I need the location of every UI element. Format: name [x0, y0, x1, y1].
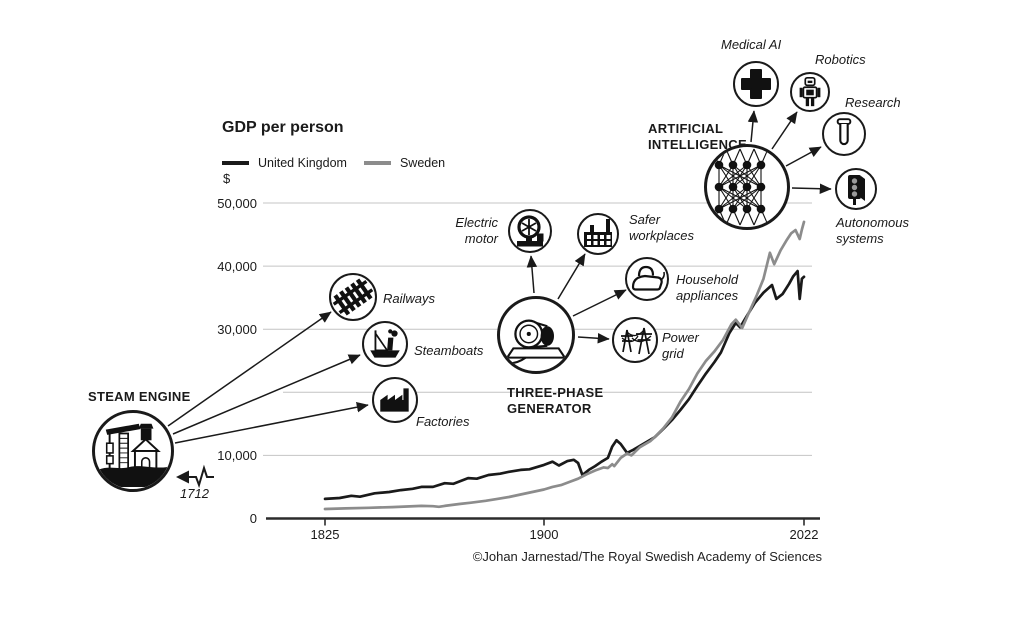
x-tick-2022: 2022 [789, 527, 819, 542]
medical-cross-icon [741, 69, 771, 99]
y-tick-0: 0 [249, 511, 257, 526]
railways-label: Railways [383, 291, 436, 306]
test-tube-icon [836, 118, 852, 146]
railway-track-icon [332, 278, 374, 316]
steamboats-circle [362, 321, 408, 367]
factory-windows-icon [584, 219, 612, 247]
x-axis [266, 517, 820, 526]
factories-circle [372, 377, 418, 423]
research-label: Research [845, 95, 901, 110]
ai-title: ARTIFICIAL INTELLIGENCE [648, 121, 747, 153]
safer-workplaces-circle [577, 213, 619, 255]
y-tick-10000: 10,000 [217, 448, 257, 463]
safer-workplaces-label: Safer workplaces [629, 212, 695, 243]
neural-network-icon [711, 148, 769, 226]
x-tick-1825: 1825 [310, 527, 340, 542]
robotics-label: Robotics [815, 52, 866, 67]
generator-circle [497, 296, 575, 374]
power-grid-circle [612, 317, 658, 363]
medical-ai-label: Medical AI [721, 37, 782, 52]
sweden-line-swatch [363, 161, 391, 165]
household-appliances-circle [625, 257, 669, 301]
medical-ai-circle [733, 61, 779, 107]
household-appliances-label: Household appliances [676, 272, 739, 303]
y-tick-40000: 40,000 [217, 259, 257, 274]
railways-circle [329, 273, 377, 321]
ai-circle [704, 144, 790, 230]
credit-line: ©Johan Jarnestad/The Royal Swedish Acade… [472, 549, 822, 564]
clothes-iron-icon [631, 265, 665, 291]
autonomous-systems-circle [835, 168, 877, 210]
humanoid-robot-icon [799, 76, 821, 107]
steam-engine-arrows [167, 311, 369, 444]
factory-silhouette-icon [380, 388, 409, 412]
y-tick-50000: 50,000 [217, 196, 257, 211]
y-tick-30000: 30,000 [217, 322, 257, 337]
research-circle [822, 112, 866, 156]
legend: United Kingdom Sweden [222, 156, 445, 170]
x-tick-1900: 1900 [529, 527, 559, 542]
steam-engine-title: STEAM ENGINE [88, 389, 191, 404]
autonomous-systems-label: Autonomous systems [836, 215, 909, 246]
steam-engine-circle [92, 410, 174, 492]
steamboats-label: Steamboats [414, 343, 484, 358]
year-break-arrow [176, 464, 214, 489]
sweden-line [323, 220, 806, 511]
uk-line-swatch [222, 161, 249, 165]
steamboat-icon [370, 329, 400, 358]
page-title: GDP per person [222, 119, 344, 136]
electric-motor-wheel-icon [517, 215, 544, 247]
traffic-light-icon [848, 175, 865, 205]
three-phase-generator-icon [504, 319, 567, 365]
y-axis-unit: $ [223, 171, 231, 186]
legend-uk-label: United Kingdom [258, 156, 347, 170]
electric-motor-label: Electric motor [455, 215, 498, 246]
uk-line [323, 269, 806, 501]
robotics-circle [790, 72, 830, 112]
transmission-towers-icon [621, 327, 652, 355]
ai-arrows [747, 110, 832, 194]
generator-arrows [526, 253, 627, 344]
power-grid-label: Power grid [662, 330, 699, 361]
electric-motor-circle [508, 209, 552, 253]
factories-label: Factories [416, 414, 470, 429]
generator-title: THREE-PHASE GENERATOR [507, 385, 604, 417]
steam-engine-icon [98, 423, 168, 488]
steam-engine-year: 1712 [180, 486, 209, 501]
legend-sweden-label: Sweden [399, 156, 446, 170]
